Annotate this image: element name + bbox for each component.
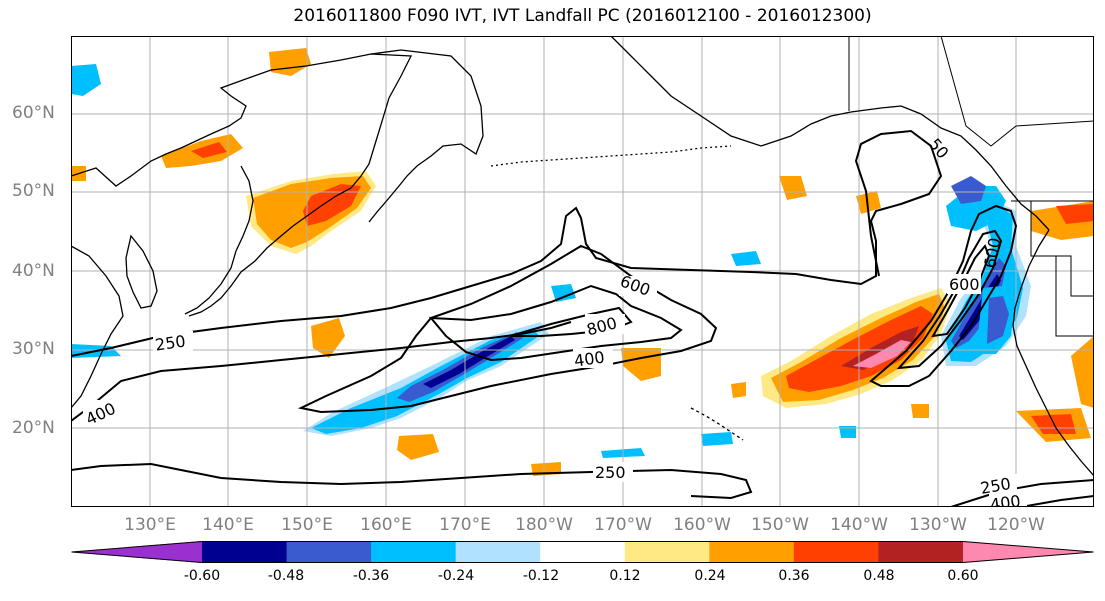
colorbar-label-3: -0.36	[352, 568, 390, 584]
shading-blob-4	[397, 434, 439, 460]
coastline-korea	[125, 234, 158, 309]
contour-label-600-east: 600	[949, 275, 980, 294]
contour-250-outer	[71, 129, 943, 357]
lon-label-180w: 180°W	[515, 515, 573, 535]
lat-label-60n: 60°N	[12, 103, 55, 123]
contour-600-main	[297, 244, 718, 414]
shading-blob-12	[731, 382, 746, 398]
shading-band-east-med	[951, 258, 1006, 348]
colorbar-segment	[71, 541, 202, 563]
shading-small-4	[701, 432, 733, 446]
graticule	[71, 36, 1094, 507]
shading-small-6	[839, 426, 856, 438]
lon-label-130e: 130°E	[124, 515, 176, 535]
shading-bc	[951, 176, 986, 204]
contour-800	[510, 306, 633, 337]
colorbar-label-2: -0.48	[267, 568, 305, 584]
map-frame	[71, 36, 1094, 507]
colorbar-segment	[624, 541, 710, 563]
ivt-map: 600 800 400 250 400 250 600 250 400 600 …	[71, 36, 1094, 507]
contour-600-inner	[428, 284, 683, 362]
pc-contours	[71, 129, 1094, 507]
shading-east-ar-darkred	[841, 326, 919, 370]
lon-label-140w: 140°W	[830, 515, 888, 535]
contour-label-250-west: 250	[154, 331, 187, 354]
coastline-asia	[71, 53, 413, 317]
coastline-hawaii	[690, 407, 744, 441]
colorbar-label-5: -0.12	[522, 568, 560, 584]
contour-250-outer-b	[870, 235, 880, 277]
coastline-kamchatka	[368, 49, 484, 223]
coastline-mexico	[1055, 427, 1094, 477]
lat-label-40n: 40°N	[12, 261, 55, 281]
lon-label-160e: 160°E	[360, 515, 412, 535]
colorbar	[71, 541, 1094, 563]
lon-label-150e: 150°E	[281, 515, 333, 535]
shading-east-ar-pink	[853, 340, 911, 368]
contour-250-se	[950, 479, 1094, 507]
lon-label-140e: 140°E	[202, 515, 254, 535]
colorbar-segment	[709, 541, 795, 563]
contour-east-core	[931, 244, 991, 338]
lon-label-170w: 170°W	[594, 515, 652, 535]
shading-blob-14	[911, 404, 929, 418]
shading-blob-2	[311, 318, 345, 358]
colorbar-segment	[793, 541, 879, 563]
border-states-2	[1055, 256, 1094, 337]
colorbar-label-6: 0.12	[609, 568, 641, 584]
colorbar-segment	[455, 541, 541, 563]
contour-label-400-mid: 400	[573, 347, 606, 370]
shading-blob-5	[779, 176, 807, 200]
colorbar-segment	[371, 541, 457, 563]
contour-400-se	[1020, 495, 1094, 507]
colorbar-label-8: 0.36	[778, 568, 810, 584]
shading-coast-blob-med	[987, 296, 1009, 344]
political-borders	[848, 36, 1094, 337]
colorbar-label-9: 0.48	[863, 568, 895, 584]
negative-shading	[71, 64, 1031, 458]
shading-small-2	[731, 251, 761, 266]
lat-label-30n: 30°N	[12, 339, 55, 359]
shading-small-1	[71, 64, 101, 96]
lon-label-130w: 130°W	[909, 515, 967, 535]
border-states-1	[1030, 201, 1094, 297]
coastline-china-coast	[71, 245, 124, 409]
colorbar-segment	[202, 541, 288, 563]
contour-label-400-se: 400	[989, 491, 1022, 507]
lat-label-20n: 20°N	[12, 418, 55, 438]
shading-blob-8	[1056, 204, 1094, 224]
map-title: 2016011800 F090 IVT, IVT Landfall PC (20…	[293, 6, 872, 26]
coastline-japan	[184, 165, 254, 315]
colorbar-segment	[540, 541, 626, 563]
contour-east-inner	[896, 229, 1003, 370]
colorbar-label-1: -0.60	[183, 568, 221, 584]
colorbar-label-10: 0.60	[947, 568, 979, 584]
colorbar-segment	[286, 541, 372, 563]
coastline-alaska	[610, 36, 1050, 231]
shading-band-west-dark	[423, 336, 515, 388]
shading-blob-9	[1071, 336, 1094, 408]
colorbar-label-4: -0.24	[437, 568, 475, 584]
lon-label-170e: 170°E	[439, 515, 491, 535]
coastlines	[71, 36, 1094, 477]
lon-label-150w: 150°W	[751, 515, 809, 535]
contour-250-south	[71, 462, 753, 500]
contour-label-250-south: 250	[595, 463, 626, 482]
shading-small-3	[551, 284, 576, 302]
shading-japan-red	[303, 184, 361, 226]
shading-blob-6	[856, 191, 881, 214]
lat-label-50n: 50°N	[12, 181, 55, 201]
coastline-aleutians	[490, 145, 732, 167]
lon-label-160w: 160°W	[673, 515, 731, 535]
coastline-west-coast	[1012, 229, 1057, 429]
lon-label-120w: 120°W	[987, 515, 1045, 535]
colorbar-segment	[963, 541, 1094, 563]
shading-okhotsk-red	[191, 142, 227, 158]
colorbar-segment	[878, 541, 964, 563]
colorbar-label-7: 0.24	[694, 568, 726, 584]
border-canada-prov	[940, 36, 1094, 147]
